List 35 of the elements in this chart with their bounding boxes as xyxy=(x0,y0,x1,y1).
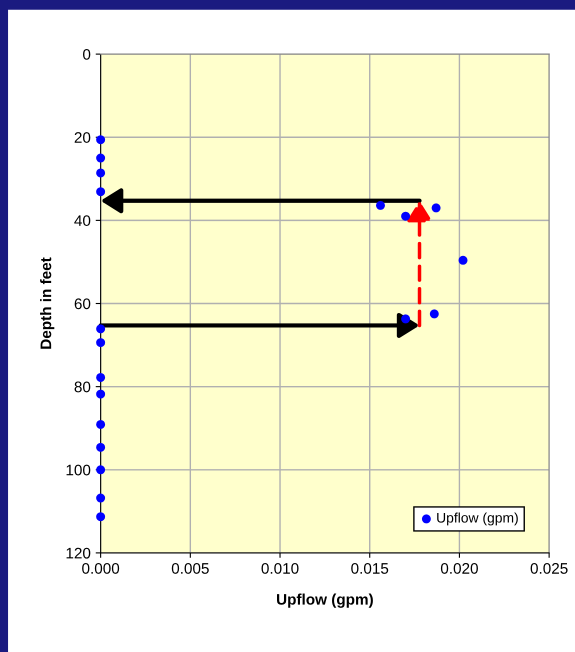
point xyxy=(96,154,106,163)
point xyxy=(96,372,106,382)
x-axis-title: Upflow (gpm) xyxy=(277,594,373,608)
point xyxy=(96,442,106,452)
x-tick-label: 0.025 xyxy=(530,563,568,574)
x-tick-label: 0.000 xyxy=(82,563,120,574)
point xyxy=(96,494,106,503)
point xyxy=(96,512,106,522)
point xyxy=(96,187,106,196)
point xyxy=(96,420,106,429)
y-tick-label: 20 xyxy=(74,132,90,143)
x-tick-label: 0.005 xyxy=(172,563,209,574)
point xyxy=(401,212,410,221)
y-tick-label: 60 xyxy=(74,298,90,310)
y-tick-label: 120 xyxy=(66,548,90,559)
point xyxy=(432,203,441,212)
point xyxy=(96,168,106,178)
point xyxy=(401,314,410,324)
x-tick-label: 0.010 xyxy=(262,563,299,574)
legend-label: Upflow (gpm) xyxy=(437,512,518,526)
point xyxy=(96,324,106,334)
point xyxy=(96,135,106,144)
point xyxy=(376,200,385,210)
point xyxy=(430,309,439,318)
point xyxy=(458,256,468,265)
y-axis-title: Depth in feet xyxy=(40,257,54,349)
point xyxy=(96,338,106,348)
x-tick-label: 0.015 xyxy=(351,563,388,574)
point xyxy=(96,390,106,399)
y-tick-label: 80 xyxy=(74,382,90,392)
y-tick-label: 0 xyxy=(83,48,90,60)
x-tick-label: 0.020 xyxy=(440,563,478,574)
point xyxy=(96,465,106,474)
y-tick-label: 40 xyxy=(74,215,90,226)
y-tick-label: 100 xyxy=(66,464,90,476)
